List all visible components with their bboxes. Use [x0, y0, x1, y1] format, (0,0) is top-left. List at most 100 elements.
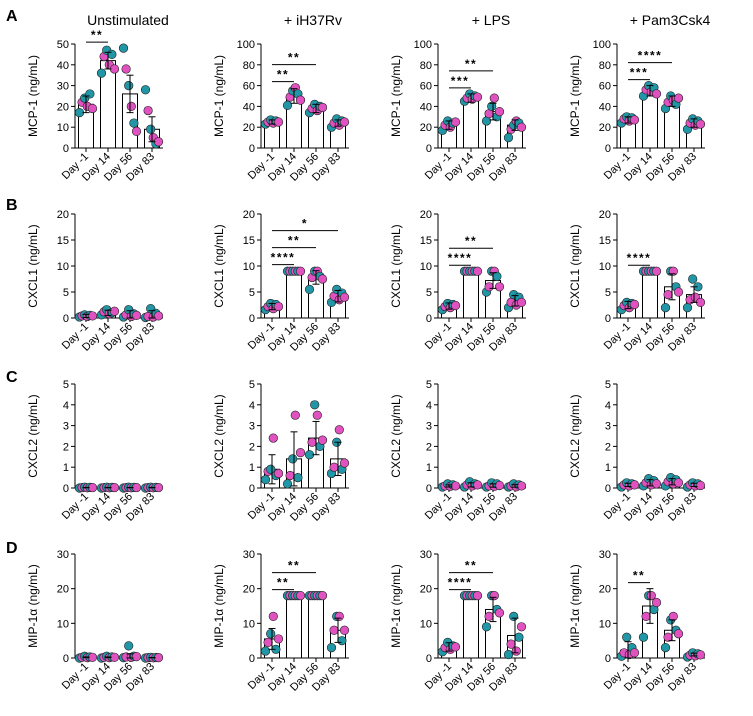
y-tick-label: 15 — [599, 235, 611, 247]
data-point — [273, 634, 284, 644]
significance-label: ** — [465, 234, 477, 248]
y-axis-label: CXCL1 (ng/mL) — [568, 224, 582, 307]
y-tick-label: 80 — [243, 60, 255, 72]
y-tick-label: 20 — [57, 584, 69, 596]
data-point — [339, 458, 350, 468]
data-point — [494, 608, 505, 618]
data-point — [268, 611, 278, 622]
data-point — [492, 271, 502, 282]
significance-label: *** — [630, 66, 649, 80]
data-point — [339, 292, 350, 302]
data-point — [660, 303, 671, 313]
data-point — [317, 435, 328, 445]
data-point — [638, 632, 649, 642]
data-point — [622, 632, 632, 642]
data-point — [295, 590, 306, 601]
y-axis-label: MIP-1α (ng/mL) — [568, 564, 582, 648]
y-tick-label: 5 — [249, 287, 255, 299]
y-tick-label: 2 — [426, 441, 432, 453]
y-axis-label: CXCL2 (ng/mL) — [26, 394, 40, 477]
data-point — [85, 89, 95, 99]
data-point — [121, 64, 131, 74]
data-point — [651, 479, 662, 489]
data-point — [516, 297, 527, 308]
y-tick-label: 40 — [243, 101, 255, 113]
y-tick-label: 10 — [420, 618, 432, 630]
y-tick-label: 10 — [243, 261, 255, 273]
y-axis-label: MIP-1α (ng/mL) — [212, 564, 226, 648]
data-point — [266, 464, 276, 474]
y-tick-label: 40 — [420, 101, 432, 113]
y-tick-label: 40 — [599, 101, 611, 113]
y-tick-label: 5 — [63, 287, 69, 299]
data-point — [295, 266, 306, 276]
significance-label: **** — [448, 576, 473, 590]
data-point — [295, 95, 306, 105]
y-tick-label: 0 — [63, 653, 69, 665]
significance-label: ** — [465, 559, 477, 573]
panel-letter-b: B — [6, 197, 18, 214]
y-tick-label: 15 — [243, 235, 255, 247]
data-point — [282, 100, 293, 110]
data-point — [695, 480, 706, 491]
data-point — [273, 117, 284, 127]
data-point — [663, 290, 673, 300]
data-point — [131, 652, 142, 662]
column-title-ih37rv: + iH37Rv — [284, 12, 342, 28]
bar — [463, 595, 479, 659]
significance-label: ** — [288, 51, 300, 65]
y-tick-label: 5 — [605, 379, 611, 391]
y-tick-label: 0 — [249, 143, 255, 155]
data-point — [472, 266, 483, 276]
y-tick-label: 80 — [599, 60, 611, 72]
data-point — [310, 400, 320, 410]
data-point — [285, 470, 295, 481]
data-point — [268, 433, 278, 443]
data-point — [124, 641, 134, 651]
data-point — [290, 410, 300, 420]
data-point — [450, 117, 461, 127]
y-tick-label: 30 — [57, 549, 69, 561]
y-axis-label: MIP-1α (ng/mL) — [26, 564, 40, 648]
y-tick-label: 5 — [605, 287, 611, 299]
y-tick-label: 30 — [420, 549, 432, 561]
data-point — [629, 480, 640, 490]
data-point — [688, 274, 698, 284]
y-tick-label: 20 — [243, 584, 255, 596]
y-tick-label: 0 — [605, 313, 611, 325]
data-point — [629, 115, 640, 125]
data-point — [641, 611, 651, 622]
data-point — [651, 89, 662, 99]
data-point — [126, 101, 136, 111]
data-point — [472, 92, 483, 102]
y-tick-label: 15 — [57, 235, 69, 247]
data-point — [263, 637, 273, 648]
y-tick-label: 20 — [243, 122, 255, 134]
data-point — [282, 479, 293, 489]
y-tick-label: 0 — [249, 313, 255, 325]
data-point — [307, 437, 317, 447]
y-tick-label: 1 — [605, 462, 611, 474]
data-point — [673, 287, 684, 297]
y-tick-label: 2 — [249, 441, 255, 453]
y-axis-label: CXCL2 (ng/mL) — [389, 394, 403, 477]
y-tick-label: 0 — [426, 653, 432, 665]
data-point — [503, 133, 514, 143]
data-point — [450, 642, 461, 652]
panel-letter-c: C — [6, 369, 18, 386]
significance-label: ** — [91, 28, 103, 42]
data-point — [516, 622, 527, 632]
data-point — [646, 590, 656, 601]
y-tick-label: 1 — [426, 462, 432, 474]
data-point — [334, 611, 344, 622]
y-tick-label: 10 — [57, 122, 69, 134]
y-axis-label: MCP-1 (ng/mL) — [26, 55, 40, 137]
data-point — [312, 410, 322, 420]
data-point — [472, 480, 483, 490]
